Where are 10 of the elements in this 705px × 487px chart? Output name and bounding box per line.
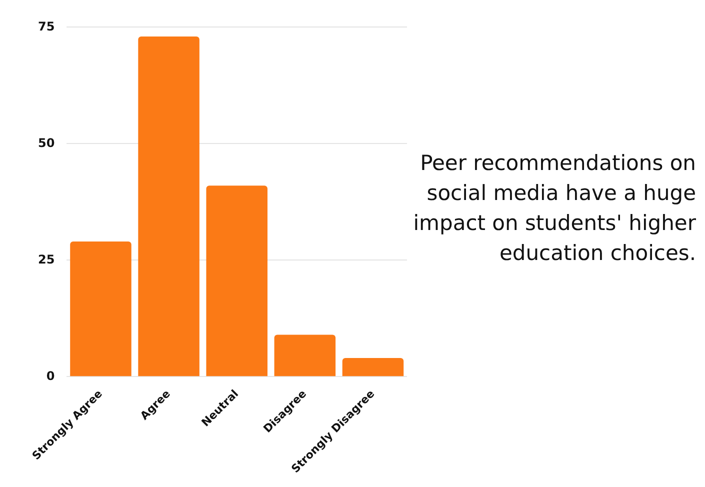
y-tick-label: 50 [38, 136, 55, 150]
bar [274, 334, 336, 376]
bar [70, 242, 132, 376]
y-tick-label: 0 [46, 368, 55, 383]
bar [138, 36, 200, 376]
text: Peer recommendations on social media have a huge impact on students' higher education choices. [412, 150, 696, 267]
y-tick-label: 25 [38, 252, 55, 266]
bar [206, 186, 268, 376]
y-tick-label: 75 [38, 19, 55, 34]
bar [342, 358, 404, 376]
